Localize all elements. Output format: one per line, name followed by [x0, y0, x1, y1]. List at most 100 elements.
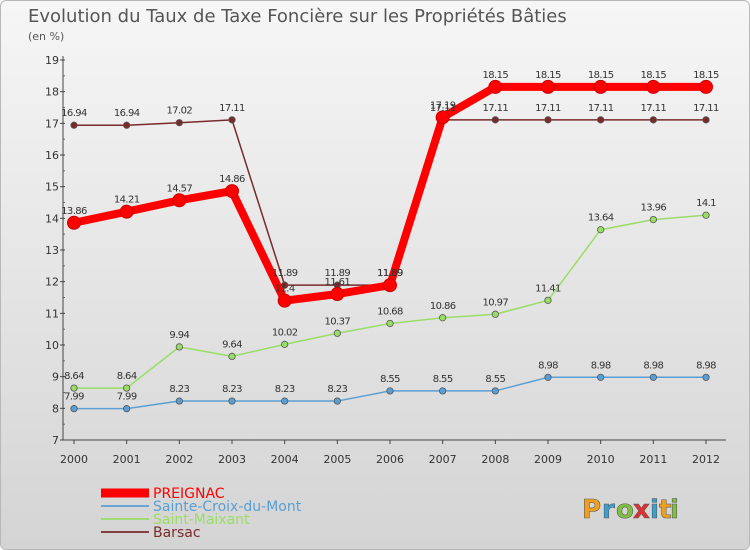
data-point — [702, 211, 710, 219]
data-label: 8.23 — [222, 384, 242, 395]
data-label: 11.89 — [377, 268, 403, 279]
data-point — [172, 193, 187, 208]
data-label: 18.15 — [483, 70, 509, 81]
y-tick-label: 11 — [45, 307, 59, 320]
data-point — [119, 204, 134, 219]
data-point — [281, 281, 289, 289]
logo-letter: P — [582, 495, 601, 525]
data-label: 8.64 — [64, 371, 84, 382]
y-tick-label: 7 — [52, 434, 59, 447]
data-label: 9.64 — [222, 339, 242, 350]
data-label: 8.55 — [485, 374, 505, 385]
x-tick-label: 2004 — [271, 453, 299, 466]
data-point — [597, 373, 605, 381]
data-label: 17.11 — [430, 103, 456, 114]
x-tick-label: 2003 — [218, 453, 246, 466]
data-label: 17.11 — [641, 103, 667, 114]
data-label: 13.96 — [641, 203, 667, 214]
data-label: 8.23 — [275, 384, 295, 395]
data-point — [491, 116, 499, 124]
data-point — [649, 373, 657, 381]
data-label: 11.41 — [535, 283, 561, 294]
data-point — [649, 116, 657, 124]
data-point — [330, 287, 345, 302]
data-label: 11.89 — [377, 268, 403, 279]
data-label: 18.15 — [588, 70, 614, 81]
data-point — [699, 79, 713, 94]
y-tick-label: 18 — [45, 86, 59, 99]
logo-letter: o — [616, 495, 634, 525]
data-point — [488, 79, 503, 94]
data-point — [386, 387, 394, 395]
x-tick-label: 2001 — [113, 453, 141, 466]
y-tick-label: 14 — [45, 212, 59, 225]
data-point — [435, 110, 450, 125]
data-label: 8.64 — [117, 371, 137, 382]
x-tick-label: 2011 — [639, 453, 667, 466]
data-point — [281, 340, 289, 348]
data-label: 17.19 — [430, 100, 456, 111]
data-label: 18.15 — [535, 70, 561, 81]
data-point — [228, 116, 236, 124]
data-point — [333, 329, 341, 337]
data-label: 10.97 — [483, 297, 509, 308]
data-point — [491, 310, 499, 318]
data-label: 9.94 — [169, 330, 189, 341]
x-tick-label: 2000 — [60, 453, 88, 466]
data-point — [175, 397, 183, 405]
legend-label: Barsac — [153, 525, 201, 541]
data-point — [228, 397, 236, 405]
chart-subtitle: (en %) — [28, 30, 64, 43]
data-point — [439, 314, 447, 322]
data-label: 10.37 — [325, 316, 351, 327]
data-label: 17.11 — [535, 103, 561, 114]
data-label: 7.99 — [117, 392, 137, 403]
data-point — [70, 405, 78, 413]
logo-letter: r — [602, 495, 615, 525]
data-point — [597, 116, 605, 124]
data-point — [70, 384, 78, 392]
data-label: 8.98 — [643, 360, 663, 371]
data-label: 8.23 — [169, 384, 189, 395]
data-label: 17.11 — [588, 103, 614, 114]
chart-title: Evolution du Taux de Taxe Foncière sur l… — [28, 6, 567, 27]
x-tick-label: 2008 — [481, 453, 509, 466]
data-point — [225, 184, 239, 199]
data-label: 16.94 — [61, 108, 87, 119]
data-label: 17.02 — [167, 106, 193, 117]
data-label: 14.86 — [219, 174, 245, 185]
data-label: 10.68 — [377, 306, 403, 317]
data-point — [702, 373, 710, 381]
data-point — [541, 79, 555, 94]
data-label: 14.21 — [114, 195, 140, 206]
data-label: 17.11 — [219, 103, 245, 114]
data-point — [544, 373, 552, 381]
data-point — [175, 343, 183, 351]
y-tick-label: 17 — [45, 117, 59, 130]
y-tick-label: 10 — [45, 339, 59, 352]
data-point — [123, 405, 131, 413]
x-tick-label: 2002 — [165, 453, 193, 466]
logo-letter: x — [633, 495, 650, 525]
data-point — [646, 79, 661, 94]
data-label: 13.86 — [61, 206, 87, 217]
data-point — [123, 121, 131, 129]
data-label: 14.57 — [167, 183, 193, 194]
y-tick-label: 16 — [45, 149, 59, 162]
data-label: 8.98 — [696, 360, 716, 371]
x-tick-label: 2005 — [323, 453, 351, 466]
data-label: 10.86 — [430, 301, 456, 312]
x-tick-label: 2010 — [587, 453, 615, 466]
data-point — [649, 216, 657, 224]
data-point — [702, 116, 710, 124]
data-label: 17.11 — [693, 103, 719, 114]
data-label: 18.15 — [693, 70, 719, 81]
data-label: 8.98 — [591, 360, 611, 371]
logo-letter: i — [670, 495, 679, 525]
y-tick-label: 19 — [45, 54, 59, 67]
data-label: 11.89 — [272, 268, 298, 279]
data-label: 16.94 — [114, 108, 140, 119]
data-point — [333, 397, 341, 405]
